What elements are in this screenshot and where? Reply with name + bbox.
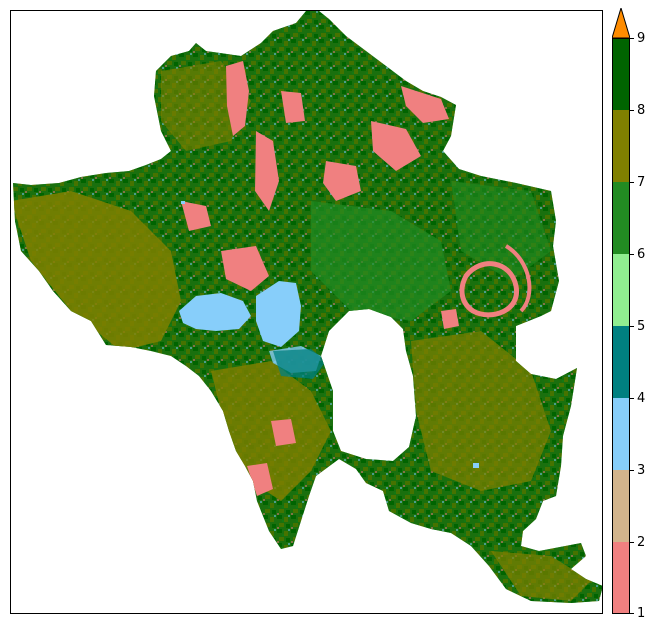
- salmon-patch: [441, 309, 459, 329]
- colorbar-tick: [630, 613, 634, 614]
- forest-region-northeast: [451, 181, 551, 281]
- colorbar-tick: [630, 470, 634, 471]
- salmon-patches: [181, 61, 532, 496]
- lake-main: [256, 281, 301, 347]
- lake-small: [473, 463, 479, 468]
- salmon-patch: [247, 463, 273, 496]
- colorbar-border: [612, 38, 630, 614]
- salmon-patch: [281, 91, 305, 123]
- olive-region-east: [411, 331, 551, 491]
- lake-west: [179, 293, 251, 331]
- colorbar-segment-2-3: [612, 470, 630, 542]
- colorbar-tick-label: 3: [637, 463, 646, 478]
- salmon-ring-east: [459, 261, 519, 318]
- colorbar-segment-6-7: [612, 182, 630, 254]
- colorbar-tick-label: 7: [637, 175, 646, 190]
- colorbar-tick-label: 6: [637, 247, 646, 262]
- colorbar-extend-arrow: [612, 8, 630, 39]
- lake-small: [181, 201, 185, 204]
- salmon-patch: [371, 121, 421, 171]
- lake-regions: [179, 201, 479, 468]
- olive-region-west: [13, 191, 181, 351]
- colorbar-segment-4-5: [612, 326, 630, 398]
- colorbar-tick: [630, 254, 634, 255]
- colorbar-tick: [630, 38, 634, 39]
- salmon-patch: [323, 161, 361, 201]
- colorbar-segment-5-6: [612, 254, 630, 326]
- colorbar-tick: [630, 542, 634, 543]
- colorbar-segment-8-9: [612, 38, 630, 110]
- forest-region-center: [311, 201, 451, 321]
- salmon-patch: [226, 61, 249, 136]
- salmon-patch: [401, 86, 449, 123]
- land-cover-map: [13, 11, 602, 603]
- colorbar-segment-3-4: [612, 398, 630, 470]
- salmon-patch: [255, 131, 279, 211]
- colorbar-tick: [630, 182, 634, 183]
- colorbar: [612, 38, 630, 614]
- colorbar-tick-label: 9: [637, 31, 646, 46]
- colorbar-tick: [630, 326, 634, 327]
- olive-region-south: [211, 361, 331, 501]
- salmon-patch: [271, 419, 296, 446]
- salmon-patch: [181, 201, 211, 231]
- lake-teal-edge: [273, 349, 326, 379]
- olive-region-southeast: [491, 551, 591, 601]
- salmon-patch: [221, 246, 269, 291]
- colorbar-extend-triangle: [612, 8, 630, 39]
- colorbar-segment-1-2: [612, 542, 630, 614]
- colorbar-segment-7-8: [612, 110, 630, 182]
- salmon-arc-east: [504, 244, 532, 313]
- colorbar-tick: [630, 398, 634, 399]
- land-cover-classes: [13, 11, 602, 603]
- colorbar-tick-label: 4: [637, 391, 646, 406]
- colorbar-tick: [630, 110, 634, 111]
- colorbar-tick-label: 5: [637, 319, 646, 334]
- colorbar-tick-label: 8: [637, 103, 646, 118]
- map-plot-area: [10, 10, 603, 614]
- colorbar-tick-label: 1: [637, 606, 646, 621]
- colorbar-tick-label: 2: [637, 535, 646, 550]
